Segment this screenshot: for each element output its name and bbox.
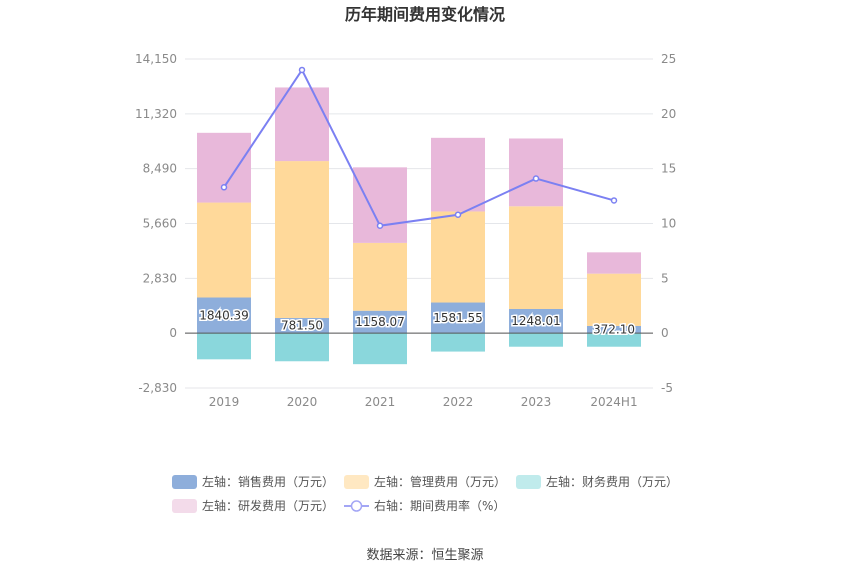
bar-management [431,211,485,303]
data-labels: 1840.39 781.50 1158.07 1581.55 1248.01 372.10 [198,307,637,338]
bar-rnd [353,167,407,243]
bar-sales [275,318,329,334]
x-tick-label: 2021 [365,395,396,409]
x-tick-label: 2022 [443,395,474,409]
bar-finance [509,333,563,347]
rate-point [454,211,462,218]
bar-finance [353,333,407,365]
x-tick-label: 2023 [521,395,552,409]
bar-management [275,161,329,319]
bar-rnd [587,252,641,274]
x-tick-label: 2020 [287,395,318,409]
right-axis: 25 20 15 10 5 0 -5 [661,52,676,395]
bar-rnd [197,132,251,203]
bar-sales [197,297,251,334]
left-tick-label: 5,660 [143,217,177,231]
left-tick-label: 11,320 [135,107,177,121]
legend[interactable]: 左轴：销售费用（万元） 左轴：管理费用（万元） 左轴：财务费用（万元） 左轴：研发费用… [172,474,678,513]
sales-data-label: 1581.55 [433,311,483,325]
source-note: 数据来源：恒生聚源 [366,548,483,563]
rate-point [610,197,618,204]
right-tick-label: 5 [661,271,669,285]
bar-sales [587,325,641,334]
sales-data-label: 1158.07 [355,315,405,329]
legend-label: 左轴：研发费用（万元） [202,498,334,513]
legend-label: 左轴：管理费用（万元） [374,474,506,489]
sales-data-label: 1248.01 [511,314,561,328]
legend-swatch [516,475,541,489]
bar-rnd [431,137,485,212]
legend-label: 右轴：期间费用率（%） [374,498,505,513]
bar-sales [353,310,407,334]
right-tick-label: 20 [661,107,676,121]
legend-swatch [344,475,369,489]
bar-series [197,87,641,365]
grid-lines [185,58,653,389]
bar-finance [431,333,485,352]
left-tick-label: 2,830 [143,271,177,285]
bar-management [197,202,251,298]
x-tick-label: 2024H1 [590,395,637,409]
rate-point [532,175,540,182]
left-tick-label: -2,830 [138,381,177,395]
legend-swatch [172,475,197,489]
rate-line [223,67,615,227]
bar-finance [275,333,329,362]
bar-management [353,242,407,311]
bar-sales [509,308,563,334]
right-tick-label: -5 [661,381,673,395]
chart-title: 历年期间费用变化情况 [345,5,505,24]
bar-sales [431,302,485,334]
right-tick-label: 10 [661,217,676,231]
legend-swatch [172,499,197,513]
rate-line-series [220,66,618,229]
bar-rnd [509,138,563,207]
bar-finance [587,333,641,347]
sales-data-label: 1840.39 [199,308,249,322]
rate-point [376,222,384,229]
bar-finance [197,333,251,360]
right-tick-label: 15 [661,162,676,176]
rate-point [298,66,306,74]
right-tick-label: 0 [661,326,669,340]
left-tick-label: 0 [169,326,177,340]
left-tick-label: 8,490 [143,162,177,176]
sales-data-label: 372.10 [593,323,635,337]
left-axis: 14,150 11,320 8,490 5,660 2,830 0 -2,830 [135,52,177,395]
left-tick-label: 14,150 [135,52,177,66]
x-axis: 2019 2020 2021 2022 2023 2024H1 [209,395,638,409]
x-tick-label: 2019 [209,395,240,409]
rate-point [220,184,228,191]
right-tick-label: 25 [661,52,676,66]
bar-management [587,273,641,326]
bar-rnd [275,87,329,162]
sales-data-label: 781.50 [281,319,323,333]
legend-label: 左轴：财务费用（万元） [546,474,678,489]
legend-label: 左轴：销售费用（万元） [202,474,334,489]
bar-management [509,206,563,309]
legend-swatch-marker [350,500,363,512]
